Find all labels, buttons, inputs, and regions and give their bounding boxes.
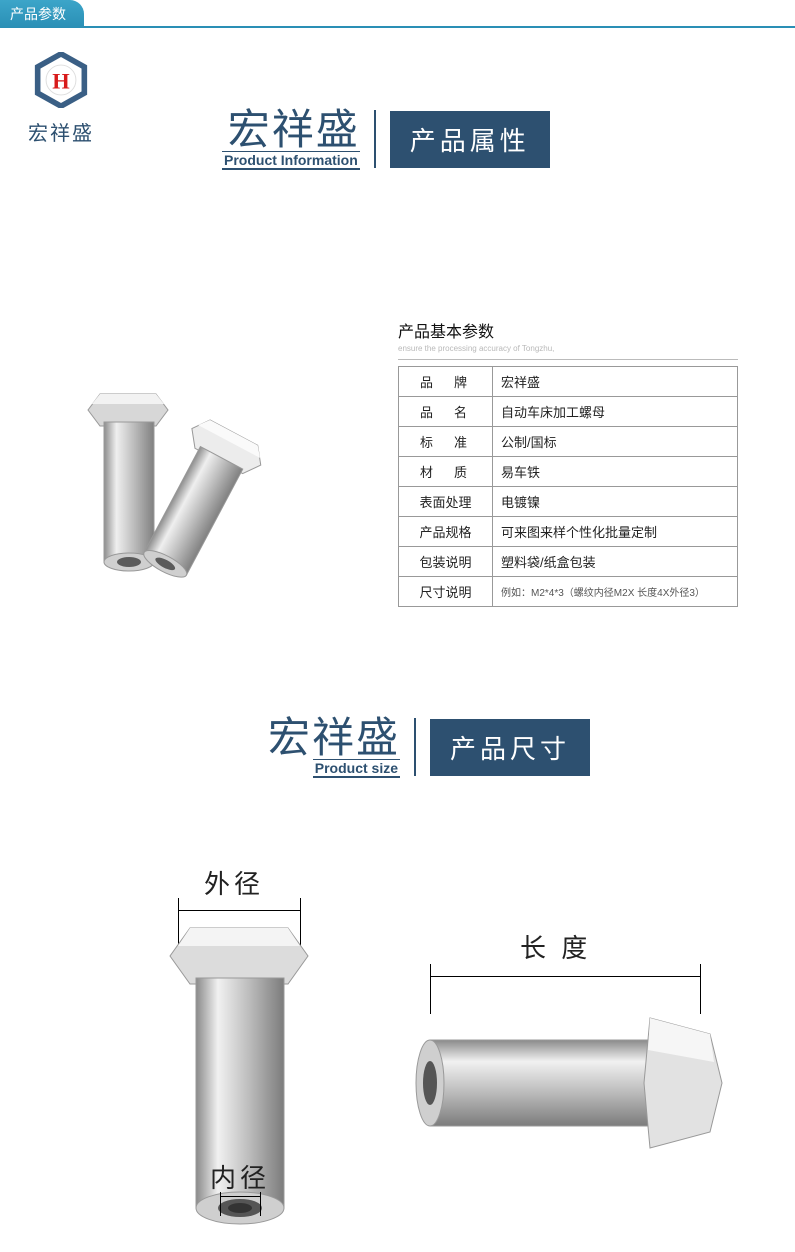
section-brand-block: 宏祥盛 Product size [268,716,414,778]
spec-key: 品 牌 [399,367,493,397]
table-row: 品 名自动车床加工螺母 [399,397,738,427]
logo-brand-text: 宏祥盛 [28,117,94,146]
table-row: 产品规格可来图来样个性化批量定制 [399,517,738,547]
logo-hex-icon: H [33,52,89,108]
brand-logo: H 宏祥盛 [28,52,94,146]
tab-product-params: 产品参数 [0,0,84,28]
spec-block: 产品基本参数 ensure the processing accuracy of… [398,318,738,607]
table-row: 包装说明塑料袋/纸盒包装 [399,547,738,577]
spec-value: 公制/国标 [493,427,738,457]
spec-value: 塑料袋/纸盒包装 [493,547,738,577]
section-brand-block: 宏祥盛 Product Information [222,108,374,170]
logo-letter: H [52,68,70,93]
product-image-upper [60,380,360,590]
section-brand-cn: 宏祥盛 [268,716,400,760]
tab-header: 产品参数 [0,0,795,28]
section-divider [414,718,416,776]
spec-key: 品 名 [399,397,493,427]
spec-key: 材 质 [399,457,493,487]
section-divider [374,110,376,168]
section-brand-en: Product Information [222,151,360,170]
spec-key: 包装说明 [399,547,493,577]
table-row: 品 牌宏祥盛 [399,367,738,397]
section-badge: 产品尺寸 [430,719,590,776]
label-outer-diameter: 外径 [204,864,264,901]
label-inner-diameter: 内径 [210,1158,270,1195]
figure-vertical: 外径 内径 [140,870,360,1250]
section-brand-cn: 宏祥盛 [222,108,360,152]
spec-key: 标 准 [399,427,493,457]
spec-value: 宏祥盛 [493,367,738,397]
spec-key: 表面处理 [399,487,493,517]
section-header-attributes: 宏祥盛 Product Information 产品属性 [222,108,550,170]
spec-value: 电镀镍 [493,487,738,517]
spec-value: 例如：M2*4*3（螺纹内径M2X 长度4X外径3） [493,577,738,607]
table-row: 标 准公制/国标 [399,427,738,457]
spec-value: 自动车床加工螺母 [493,397,738,427]
table-row: 尺寸说明例如：M2*4*3（螺纹内径M2X 长度4X外径3） [399,577,738,607]
spec-title: 产品基本参数 [398,318,738,342]
section-badge: 产品属性 [390,111,550,168]
spec-value: 可来图来样个性化批量定制 [493,517,738,547]
spec-table: 品 牌宏祥盛品 名自动车床加工螺母标 准公制/国标材 质易车铁表面处理电镀镍产品… [398,366,738,607]
label-length: 长 度 [520,928,591,965]
spec-key: 产品规格 [399,517,493,547]
meas-line [430,976,701,977]
meas-line [220,1196,261,1197]
spec-subtitle: ensure the processing accuracy of Tongzh… [398,344,738,360]
dimension-area: 外径 内径 长 度 [0,870,795,1250]
section-header-size: 宏祥盛 Product size 产品尺寸 [268,716,590,778]
spec-key: 尺寸说明 [399,577,493,607]
section-brand-en: Product size [313,759,400,778]
table-row: 材 质易车铁 [399,457,738,487]
table-row: 表面处理电镀镍 [399,487,738,517]
spec-value: 易车铁 [493,457,738,487]
figure-horizontal: 长 度 [400,960,760,1180]
